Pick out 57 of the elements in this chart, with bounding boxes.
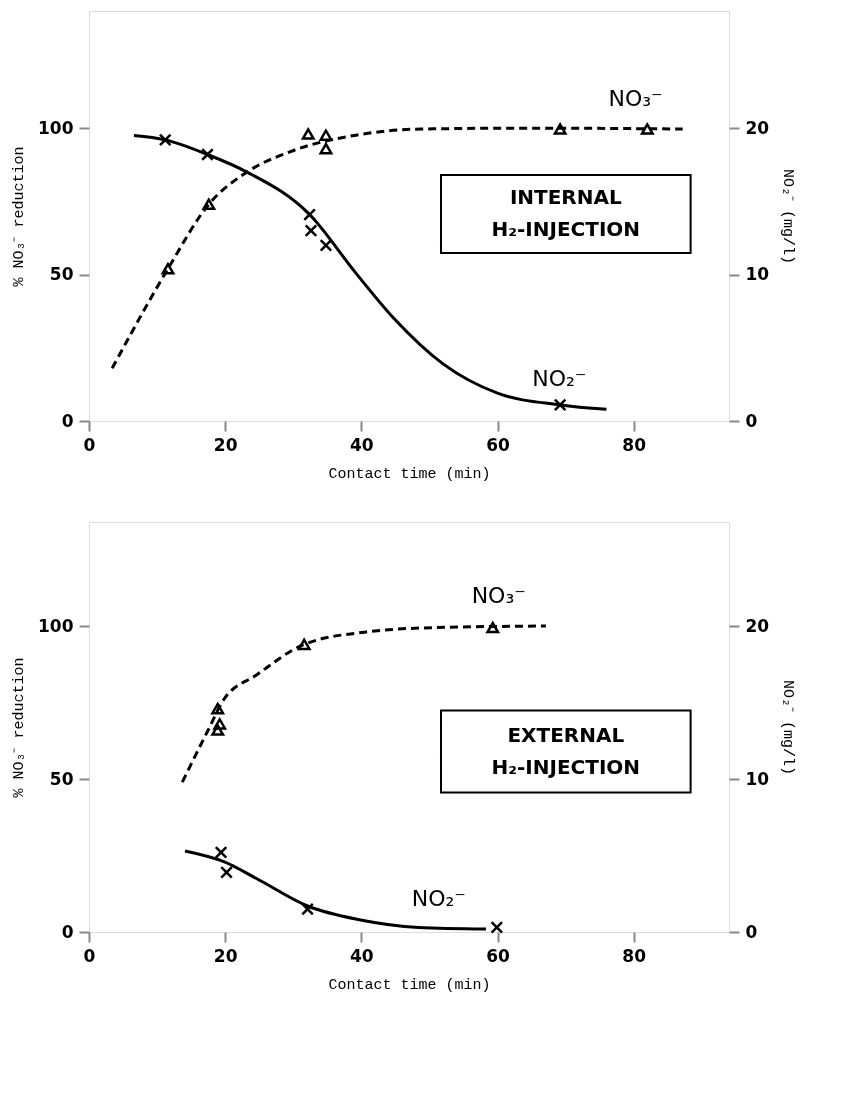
point [297,638,311,651]
point [486,621,500,634]
y-tick-label: 50 [49,768,74,789]
point [301,902,315,916]
point [211,702,225,715]
x-tick-label: 80 [622,945,647,966]
point [319,142,333,155]
point [200,148,214,161]
y2-axis-title: NO₂⁻ (mg/l) [779,679,797,776]
point [161,262,175,275]
y-axis-title: % NO₃⁻ reduction [11,657,29,798]
series-label: NO₃⁻ [471,583,526,609]
point [211,724,225,736]
x-axis-title: Contact time (min) [328,976,491,994]
point [220,865,234,879]
point [553,123,567,135]
y-tick-label: 0 [61,410,74,431]
y-tick-label: 100 [38,117,74,138]
point [303,208,317,222]
point [158,133,172,147]
y2-tick-label: 20 [745,615,770,636]
y-tick-label: 50 [49,264,74,285]
series-label: NO₂⁻ [532,366,587,392]
y-tick-label: 0 [61,921,74,942]
x-axis-title: Contact time (min) [328,465,491,483]
y2-axis-title: NO₂⁻ (mg/l) [779,168,797,265]
x-tick-label: 0 [83,434,96,455]
x-tick-label: 0 [83,945,96,966]
x-tick-label: 60 [486,945,510,966]
annotation: INTERNAL H₂-INJECTION [491,184,641,241]
line-series [183,849,488,931]
x-tick-label: 80 [622,434,647,455]
point [214,845,228,859]
y-axis-title: % NO₃⁻ reduction [11,146,29,287]
series-label: NO₂⁻ [411,885,466,911]
x-tick-label: 40 [350,434,374,455]
y-tick-label: 100 [38,615,74,636]
y2-tick-label: 10 [745,768,770,789]
y2-tick-label: 10 [745,264,770,285]
point [490,920,504,934]
point [553,398,567,412]
point [319,238,333,252]
point [304,224,318,238]
y2-tick-label: 0 [745,921,758,942]
point [301,128,315,140]
point [213,718,227,730]
point [319,129,333,141]
y2-tick-label: 20 [745,117,770,138]
series-label: NO₃⁻ [608,86,663,112]
y2-tick-label: 0 [745,410,758,431]
x-tick-label: 60 [486,434,510,455]
x-tick-label: 20 [213,434,238,455]
annotation: EXTERNAL H₂-INJECTION [491,722,641,779]
x-tick-label: 40 [350,945,374,966]
x-tick-label: 20 [213,945,238,966]
point [640,123,654,135]
point [202,198,216,211]
